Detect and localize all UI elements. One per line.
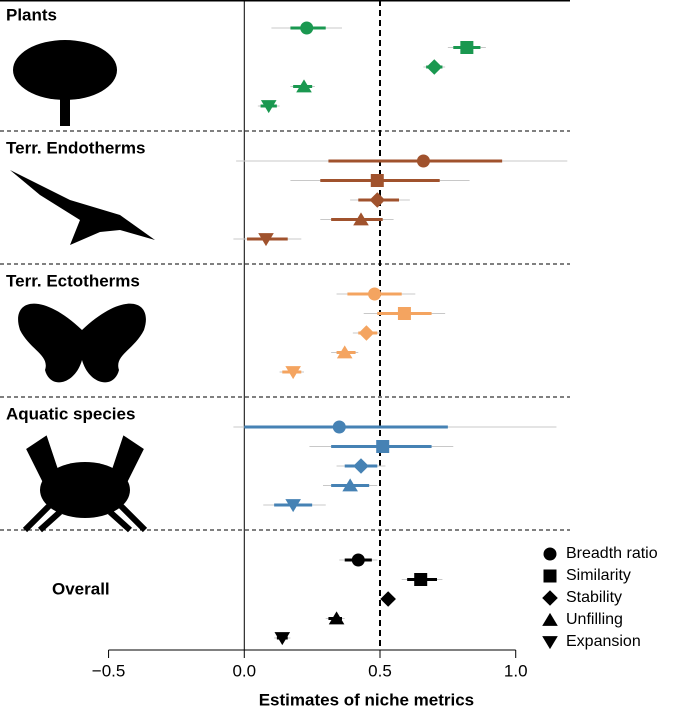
point (369, 192, 386, 208)
point (285, 366, 301, 380)
group-label: Plants (6, 5, 57, 24)
x-axis-title: Estimates of niche metrics (259, 690, 474, 709)
point (300, 21, 314, 35)
legend-marker (543, 547, 557, 561)
point (376, 440, 390, 453)
point (351, 553, 365, 567)
silhouettes (10, 40, 155, 533)
legend-label: Expansion (566, 633, 641, 650)
point (460, 41, 474, 54)
point (342, 478, 358, 492)
point (414, 573, 428, 586)
point (353, 458, 369, 474)
legend-marker (542, 636, 558, 650)
x-tick-label: 1.0 (504, 661, 528, 680)
point (328, 611, 345, 625)
legend-label: Similarity (566, 567, 631, 584)
point (370, 174, 384, 187)
point (426, 59, 443, 75)
point (296, 79, 312, 93)
legend-label: Stability (566, 589, 622, 606)
legend-marker (543, 569, 557, 583)
point (353, 212, 369, 226)
point (260, 100, 277, 114)
group-label: Aquatic species (6, 404, 135, 423)
legend-label: Breadth ratio (566, 545, 658, 562)
x-tick-label: 0.0 (232, 661, 256, 680)
group-label: Terr. Ectotherms (6, 271, 140, 290)
point (416, 154, 430, 168)
crab-icon (40, 462, 130, 518)
legend-label: Unfilling (566, 611, 623, 628)
legend-marker (542, 612, 558, 626)
point (368, 287, 382, 301)
bird-icon (10, 170, 155, 245)
point (380, 591, 396, 607)
x-tick-label: 0.5 (368, 661, 392, 680)
group-label: Terr. Endotherms (6, 138, 146, 157)
group-label: Overall (52, 579, 110, 598)
crab-legs (22, 435, 148, 533)
butterfly-icon (18, 303, 146, 383)
point (336, 345, 353, 359)
point (332, 420, 346, 434)
point (258, 233, 274, 247)
point (397, 307, 411, 320)
point (358, 325, 375, 341)
legend-marker (542, 590, 558, 606)
x-tick-label: −0.5 (92, 661, 126, 680)
point (285, 499, 301, 513)
tree-icon (13, 40, 117, 100)
point (274, 632, 291, 646)
tree-trunk (60, 80, 70, 126)
